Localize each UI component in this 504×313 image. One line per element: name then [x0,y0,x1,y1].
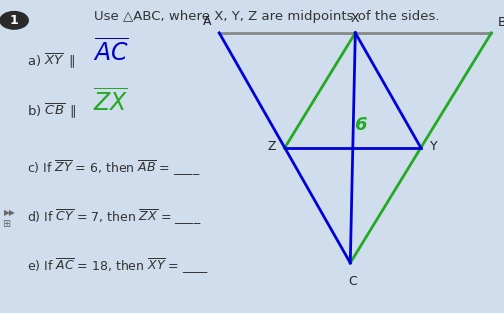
Text: Use △ABC, where X, Y, Z are midpoints of the sides.: Use △ABC, where X, Y, Z are midpoints of… [94,10,440,23]
Text: ▶▶: ▶▶ [4,208,16,217]
Text: 6: 6 [354,116,366,134]
Text: $\overline{ZX}$: $\overline{ZX}$ [93,89,129,116]
Text: e) If $\overline{AC}$ = 18, then $\overline{XY}$ = ____: e) If $\overline{AC}$ = 18, then $\overl… [27,257,209,276]
Text: d) If $\overline{CY}$ = 7, then $\overline{ZX}$ = ____: d) If $\overline{CY}$ = 7, then $\overli… [27,208,201,227]
Circle shape [0,12,28,29]
Text: c) If $\overline{ZY}$ = 6, then $\overline{AB}$ = ____: c) If $\overline{ZY}$ = 6, then $\overli… [27,159,200,178]
Text: Y: Y [430,140,437,153]
Text: b) $\overline{CB}$ $\parallel$: b) $\overline{CB}$ $\parallel$ [27,101,77,120]
Text: 1: 1 [10,14,19,27]
Text: ⊞: ⊞ [3,219,11,229]
Text: C: C [348,275,357,289]
Text: X: X [351,12,360,25]
Text: A: A [203,15,212,28]
Text: $\overline{AC}$: $\overline{AC}$ [93,40,129,67]
Text: B: B [497,16,504,29]
Text: Z: Z [267,140,276,153]
Text: a) $\overline{XY}$ $\parallel$: a) $\overline{XY}$ $\parallel$ [27,52,75,70]
